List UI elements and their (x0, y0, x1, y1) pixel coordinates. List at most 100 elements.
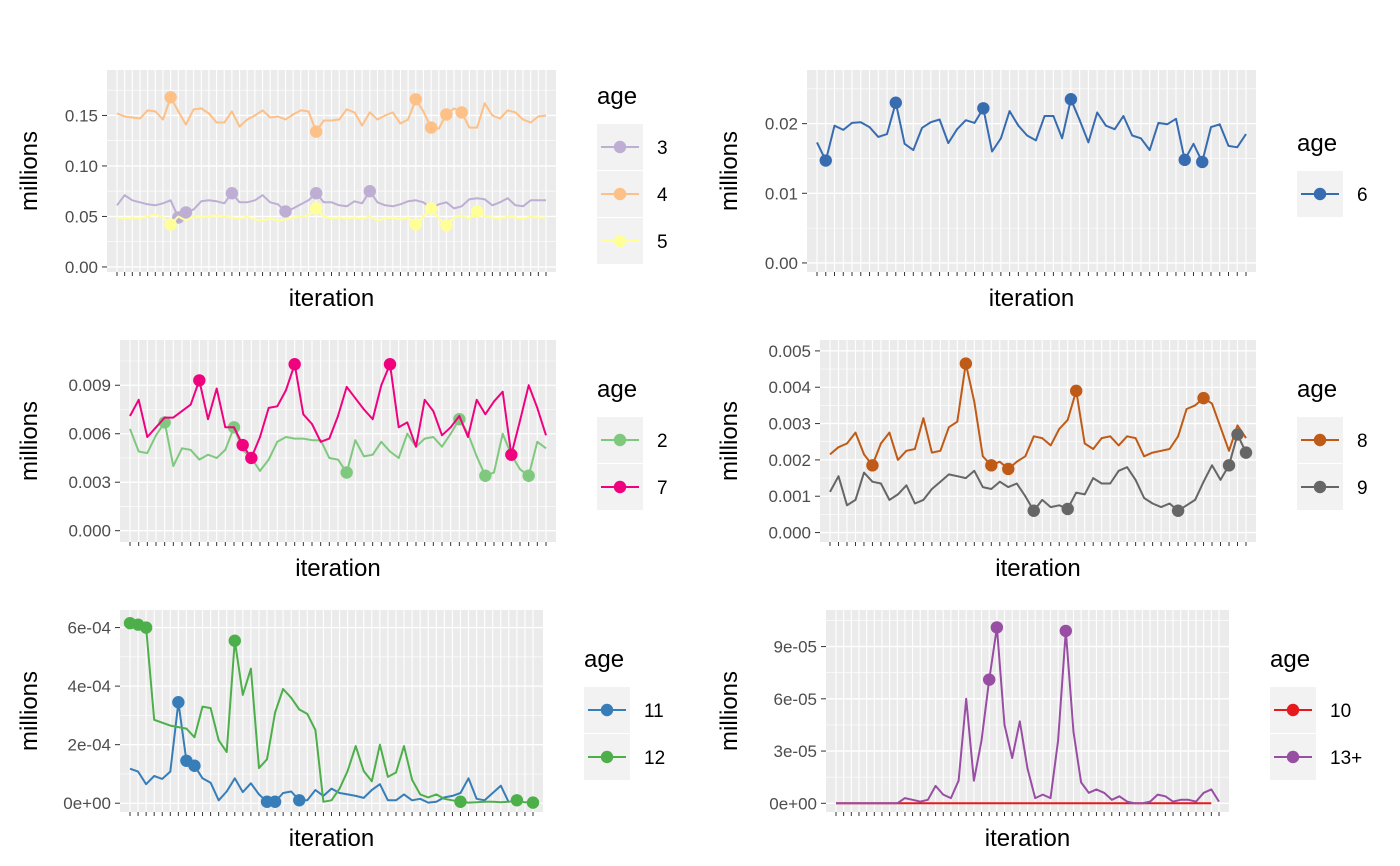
series-6 (816, 93, 1247, 169)
data-point (983, 673, 996, 686)
data-point (1171, 504, 1185, 517)
data-point (454, 795, 467, 808)
data-point (440, 108, 453, 121)
legend-key-point (613, 234, 627, 248)
legend-key-point (613, 187, 627, 201)
chart-panel-2: 0.00 0.01 0.02 iteration millions age 6 (716, 70, 1368, 312)
data-point (1027, 504, 1040, 517)
y-tick-label: 0.00 (65, 258, 98, 277)
y-tick-label: 2e-04 (68, 736, 111, 755)
x-axis-label: iteration (289, 825, 374, 852)
y-tick-label: 0.000 (68, 522, 111, 541)
data-point (158, 416, 171, 429)
data-point (522, 469, 535, 482)
data-point (1064, 93, 1078, 106)
y-tick-label: 0.10 (65, 157, 98, 176)
data-point (139, 621, 153, 634)
legend-key-point (1313, 480, 1327, 494)
y-tick-label: 0.02 (765, 115, 798, 134)
series-7 (129, 358, 547, 465)
series-line (129, 418, 547, 477)
y-axis-label: millions (16, 671, 43, 751)
legend-key-point (1313, 187, 1327, 201)
series-5 (116, 202, 546, 232)
data-point (440, 219, 453, 232)
data-point (363, 185, 377, 198)
y-tick-label: 0.006 (68, 425, 111, 444)
legend-label: 9 (1357, 478, 1368, 499)
y-tick-label: 0.15 (65, 106, 98, 125)
data-point (409, 93, 422, 106)
data-point (245, 451, 258, 465)
data-point (1239, 446, 1253, 459)
data-point (1222, 459, 1236, 472)
data-point (1061, 502, 1074, 516)
x-gridlines (116, 70, 547, 272)
x-gridlines (835, 610, 1220, 812)
chart-panel-1: 0.00 0.05 0.10 0.15 iteration millions age 3 4 5 (16, 70, 668, 312)
data-point (164, 91, 177, 104)
y-axis-label: millions (716, 671, 743, 751)
series-11 (129, 696, 510, 808)
data-point (510, 794, 524, 807)
data-point (990, 621, 1004, 634)
legend-label: 11 (644, 701, 664, 722)
legend-key-point (1313, 433, 1327, 447)
data-point (424, 121, 438, 134)
y-tick-label: 0.002 (768, 451, 811, 470)
legend-key-point (613, 140, 627, 154)
plot-panel-bg (807, 70, 1256, 272)
legend-title: age (584, 646, 624, 673)
chart-panel-3: 0.000 0.003 0.006 0.009 iteration millions age… (16, 340, 668, 582)
data-point (977, 102, 990, 115)
data-point (453, 412, 466, 426)
data-point (279, 205, 292, 218)
data-point (1231, 428, 1244, 441)
data-point (309, 187, 323, 200)
legend: age 3 4 5 (597, 83, 668, 264)
data-point (293, 794, 306, 807)
y-tick-label: 0e+00 (769, 794, 817, 813)
x-gridlines (829, 340, 1247, 542)
y-axis-label: millions (716, 401, 743, 481)
y-gridlines (107, 89, 556, 268)
data-point (424, 202, 438, 215)
data-point (1197, 391, 1210, 405)
legend-label: 6 (1357, 185, 1368, 206)
legend: age 10 13+ (1270, 646, 1362, 780)
data-point (479, 469, 492, 482)
data-point (1059, 624, 1073, 638)
data-point (866, 459, 879, 472)
x-axis-label: iteration (995, 555, 1080, 582)
data-point (959, 357, 973, 370)
legend: age 6 (1297, 130, 1368, 217)
y-axis-label: millions (16, 401, 43, 481)
chart-panel-4: 0.000 0.001 0.002 0.003 0.004 0.005 iteration m… (716, 340, 1368, 582)
data-point (193, 374, 206, 387)
data-point (340, 466, 353, 479)
data-point (228, 634, 241, 647)
x-axis-label: iteration (295, 555, 380, 582)
y-axis-label: millions (16, 131, 43, 211)
series-4 (116, 91, 547, 138)
legend-key-point (1286, 703, 1300, 717)
legend-label: 7 (657, 478, 668, 499)
data-point (985, 459, 998, 472)
y-tick-label: 0.05 (65, 207, 98, 226)
data-point (455, 106, 468, 119)
y-tick-label: 0.009 (68, 376, 111, 395)
series-13+ (836, 621, 1220, 805)
data-point (236, 438, 249, 452)
chart-panel-5: 0e+00 2e-04 4e-04 6e-04 iteration millions age… (16, 610, 665, 852)
x-axis-label: iteration (289, 285, 374, 312)
y-tick-label: 0e+00 (63, 794, 111, 813)
data-point (526, 796, 540, 809)
legend-title: age (1297, 376, 1337, 403)
data-point (505, 448, 518, 461)
legend-title: age (597, 83, 637, 110)
y-axis-label: millions (716, 131, 743, 211)
series-line (836, 626, 1220, 805)
legend-label: 12 (644, 748, 665, 769)
legend: age 8 9 (1297, 376, 1368, 510)
data-point (409, 218, 422, 231)
